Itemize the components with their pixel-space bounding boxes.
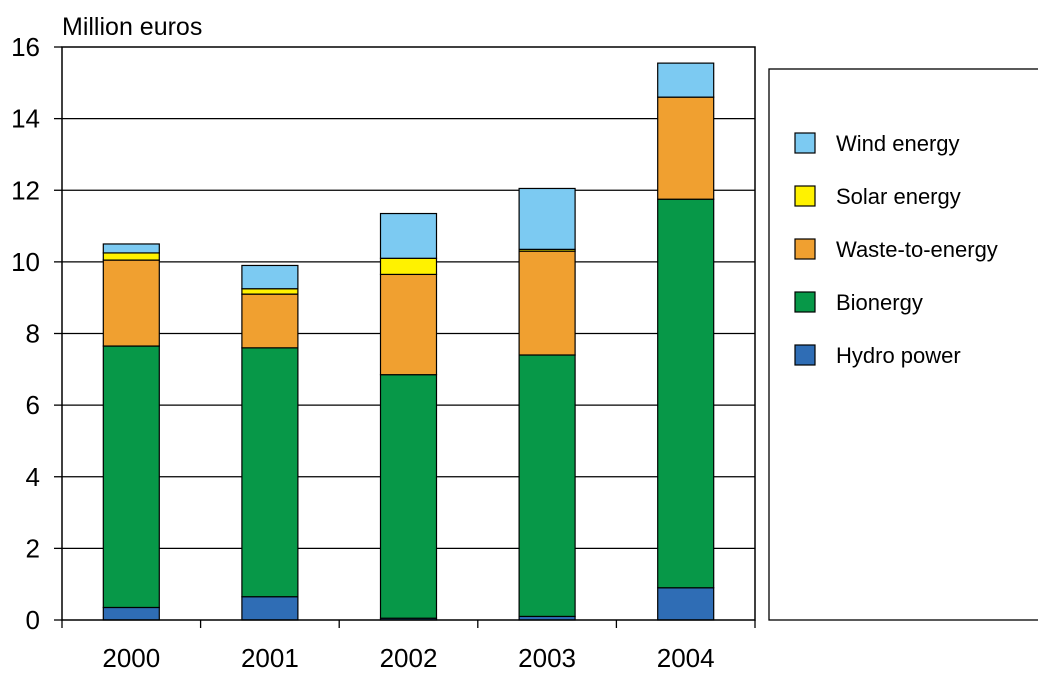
bar-segment	[102, 252, 160, 261]
plot-frame	[61, 46, 756, 621]
bar-segment	[657, 62, 715, 98]
bar-segment	[241, 293, 299, 349]
bar-segment	[102, 243, 160, 254]
x-tick-label: 2002	[380, 643, 438, 671]
bar-segment	[657, 198, 715, 589]
y-tick-label: 2	[26, 533, 40, 563]
legend-label: Hydro power	[836, 343, 961, 368]
bar-segment	[379, 273, 438, 376]
y-tick-label: 14	[11, 104, 40, 134]
y-tick-label: 12	[11, 175, 40, 205]
x-tick-label: 2001	[241, 643, 299, 671]
y-tick-label: 4	[26, 462, 40, 492]
legend-label: Solar energy	[836, 184, 961, 209]
bar-segment	[518, 187, 576, 250]
y-axis-label: Million euros	[62, 13, 202, 41]
bar-segment	[518, 354, 576, 618]
bar-segment	[657, 587, 715, 621]
bars	[102, 62, 715, 621]
bar-segment	[379, 212, 438, 259]
legend-swatch	[794, 344, 816, 366]
y-tick-label: 8	[26, 319, 40, 349]
bar-segment	[657, 96, 715, 200]
y-tick-label: 10	[11, 247, 40, 277]
legend-swatch	[794, 185, 816, 207]
bar-segment	[379, 374, 438, 619]
bar-segment	[379, 257, 438, 276]
legend-swatch	[794, 291, 816, 313]
legend: Wind energy Solar energy Waste-to-energy Bi…	[768, 68, 1038, 621]
bar-segment	[241, 264, 299, 290]
legend-label: Waste-to-energy	[836, 237, 998, 262]
legend-label: Bionergy	[836, 290, 923, 315]
bar-segment	[241, 288, 299, 295]
bar-segment	[518, 250, 576, 356]
legend-swatch	[794, 132, 816, 154]
y-tick-label: 16	[11, 32, 40, 62]
bar-segment	[241, 596, 299, 621]
legend-label: Wind energy	[836, 131, 960, 156]
bar-segment	[102, 345, 160, 609]
x-tick-label: 2000	[102, 643, 160, 671]
y-tick-label: 0	[26, 605, 40, 635]
x-tick-label: 2004	[657, 643, 715, 671]
x-tick-label: 2003	[518, 643, 576, 671]
bar-segment	[102, 606, 160, 621]
legend-swatch	[794, 238, 816, 260]
bar-segment	[102, 259, 160, 347]
bar-segment	[241, 347, 299, 598]
axes: 0 2 4 6 8 10 12 14 16 2000 2001 2002 2003 2004	[11, 32, 756, 673]
y-tick-label: 6	[26, 390, 40, 420]
